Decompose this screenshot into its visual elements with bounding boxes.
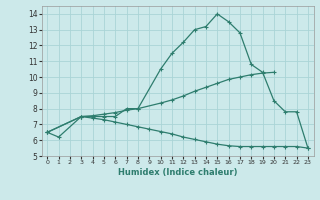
- X-axis label: Humidex (Indice chaleur): Humidex (Indice chaleur): [118, 168, 237, 177]
